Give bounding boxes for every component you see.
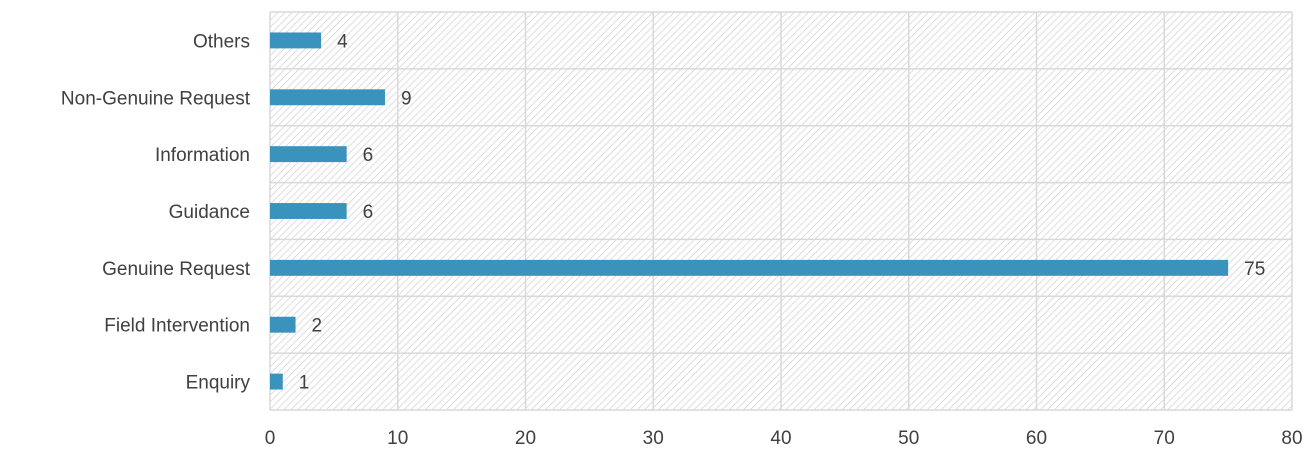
x-tick-label: 50	[898, 428, 919, 449]
category-label: Information	[155, 145, 250, 166]
data-label: 4	[337, 31, 348, 52]
x-tick-label: 20	[515, 428, 536, 449]
bar	[270, 32, 322, 49]
bar	[270, 146, 347, 163]
category-label: Guidance	[169, 202, 250, 223]
x-tick-label: 60	[1026, 428, 1047, 449]
gridlines	[269, 11, 1293, 411]
bars	[270, 32, 1229, 390]
data-label: 6	[363, 145, 374, 166]
labels: 0 10 20 30 40 50 60 70 80 Enquiry 1 Field Intervent…	[61, 31, 1303, 449]
x-tick-label: 10	[387, 428, 408, 449]
x-tick-label: 0	[265, 428, 276, 449]
bar	[270, 259, 1229, 276]
category-label: Non-Genuine Request	[61, 88, 251, 109]
bar	[270, 373, 283, 390]
category-label: Genuine Request	[102, 259, 251, 280]
x-tick-label: 70	[1154, 428, 1175, 449]
category-label: Enquiry	[186, 373, 251, 394]
x-tick-label: 80	[1281, 428, 1302, 449]
data-label: 9	[401, 88, 412, 109]
bar	[270, 89, 385, 106]
x-tick-label: 40	[770, 428, 791, 449]
data-label: 1	[299, 373, 310, 394]
category-label: Field Intervention	[104, 316, 250, 337]
data-label: 6	[363, 202, 374, 223]
bar	[270, 203, 347, 219]
data-label: 2	[312, 316, 323, 337]
category-label: Others	[193, 31, 250, 52]
data-label: 75	[1244, 259, 1265, 280]
x-tick-label: 30	[643, 428, 664, 449]
bar	[270, 316, 296, 333]
